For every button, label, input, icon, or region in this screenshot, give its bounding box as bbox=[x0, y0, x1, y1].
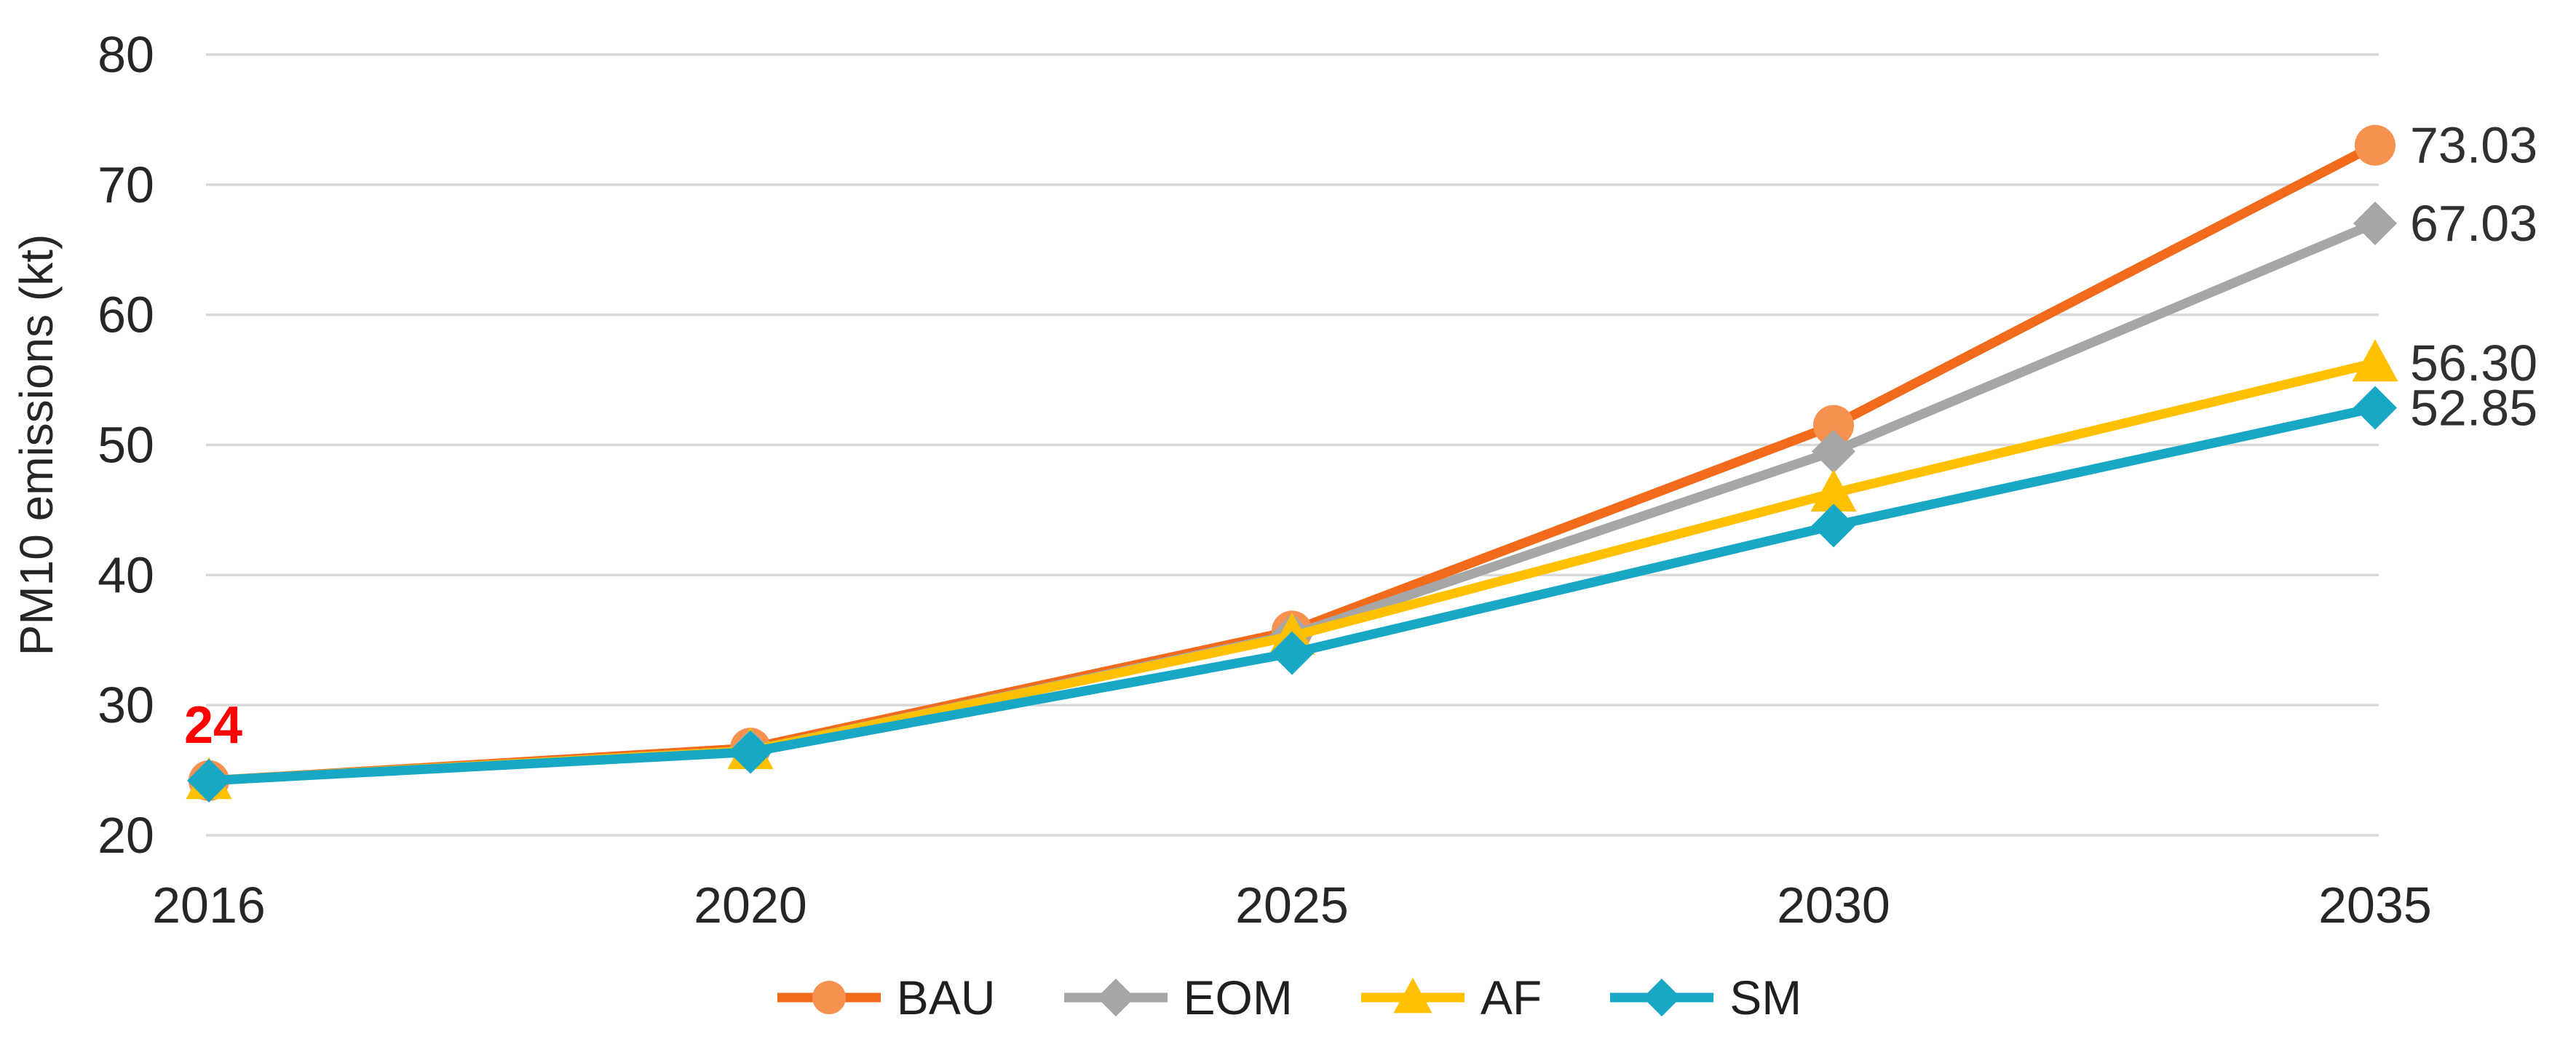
legend-label-af: AF bbox=[1480, 971, 1542, 1024]
x-tick-label-2025: 2025 bbox=[1235, 877, 1349, 933]
legend-item-sm: SM bbox=[1607, 971, 1802, 1024]
legend-label-eom: EOM bbox=[1183, 971, 1293, 1024]
chart-legend: BAU EOM AF SM bbox=[0, 965, 2576, 1030]
series-line-BAU bbox=[204, 140, 2380, 786]
legend-marker-BAU bbox=[812, 981, 846, 1014]
legend-marker-SM bbox=[1643, 979, 1681, 1016]
legend-marker-AF bbox=[1393, 977, 1432, 1014]
legend-label-sm: SM bbox=[1729, 971, 1802, 1024]
series-AF: 56.30 bbox=[186, 335, 2537, 800]
marker-AF-2035 bbox=[2352, 339, 2398, 382]
data-label-BAU: 73.03 bbox=[2410, 117, 2537, 174]
annotation-start-value: 24 bbox=[184, 696, 242, 755]
data-label-EOM: 67.03 bbox=[2410, 195, 2537, 252]
y-tick-label-20: 20 bbox=[98, 807, 154, 864]
marker-SM-2030 bbox=[1812, 503, 1855, 548]
marker-SM-2016 bbox=[187, 758, 231, 803]
marker-EOM-2030 bbox=[1812, 429, 1855, 474]
y-tick-label-80: 80 bbox=[98, 26, 154, 83]
series-SM: 52.85 bbox=[187, 380, 2537, 803]
marker-AF-2030 bbox=[1810, 469, 1857, 512]
x-tick-label-2035: 2035 bbox=[2318, 877, 2432, 933]
legend-marker-EOM bbox=[1096, 979, 1135, 1016]
series-EOM: 67.03 bbox=[187, 195, 2537, 803]
legend-label-bau: BAU bbox=[896, 971, 996, 1024]
legend-symbol-bau-circle-icon bbox=[777, 981, 881, 1014]
marker-EOM-2035 bbox=[2353, 201, 2397, 245]
series-line-SM bbox=[204, 403, 2380, 786]
legend-item-af: AF bbox=[1358, 971, 1542, 1024]
y-tick-label-30: 30 bbox=[98, 677, 154, 733]
series-line-EOM bbox=[204, 218, 2380, 786]
legend-symbol-sm-diamond-icon bbox=[1610, 979, 1714, 1016]
y-tick-label-70: 70 bbox=[98, 156, 154, 213]
marker-SM-2020 bbox=[729, 730, 772, 774]
legend-item-bau: BAU bbox=[774, 971, 996, 1024]
marker-SM-2025 bbox=[1270, 631, 1314, 675]
y-tick-label-60: 60 bbox=[98, 287, 154, 343]
legend-symbol-af-triangle-icon bbox=[1360, 977, 1465, 1014]
marker-SM-2035 bbox=[2353, 386, 2397, 430]
y-axis-tick-labels: 20 30 40 50 60 70 80 bbox=[98, 26, 154, 864]
x-axis-tick-labels: 2016 2020 2025 2030 2035 bbox=[152, 877, 2432, 933]
x-tick-label-2016: 2016 bbox=[152, 877, 266, 933]
data-label-SM: 52.85 bbox=[2410, 380, 2537, 437]
series-BAU: 73.03 bbox=[189, 117, 2537, 801]
y-gridlines bbox=[206, 53, 2379, 837]
x-tick-label-2020: 2020 bbox=[694, 877, 807, 933]
y-axis-title: PM10 emissions (kt) bbox=[10, 234, 63, 656]
legend-item-eom: EOM bbox=[1061, 971, 1293, 1024]
legend-symbol-eom-diamond-icon bbox=[1063, 979, 1168, 1016]
y-tick-label-40: 40 bbox=[98, 546, 154, 603]
marker-BAU-2030 bbox=[1813, 405, 1854, 446]
marker-BAU-2035 bbox=[2355, 124, 2395, 166]
x-tick-label-2030: 2030 bbox=[1777, 877, 1890, 933]
data-label-AF: 56.30 bbox=[2410, 335, 2537, 391]
series-line-AF bbox=[204, 358, 2380, 786]
y-tick-label-50: 50 bbox=[98, 417, 154, 474]
